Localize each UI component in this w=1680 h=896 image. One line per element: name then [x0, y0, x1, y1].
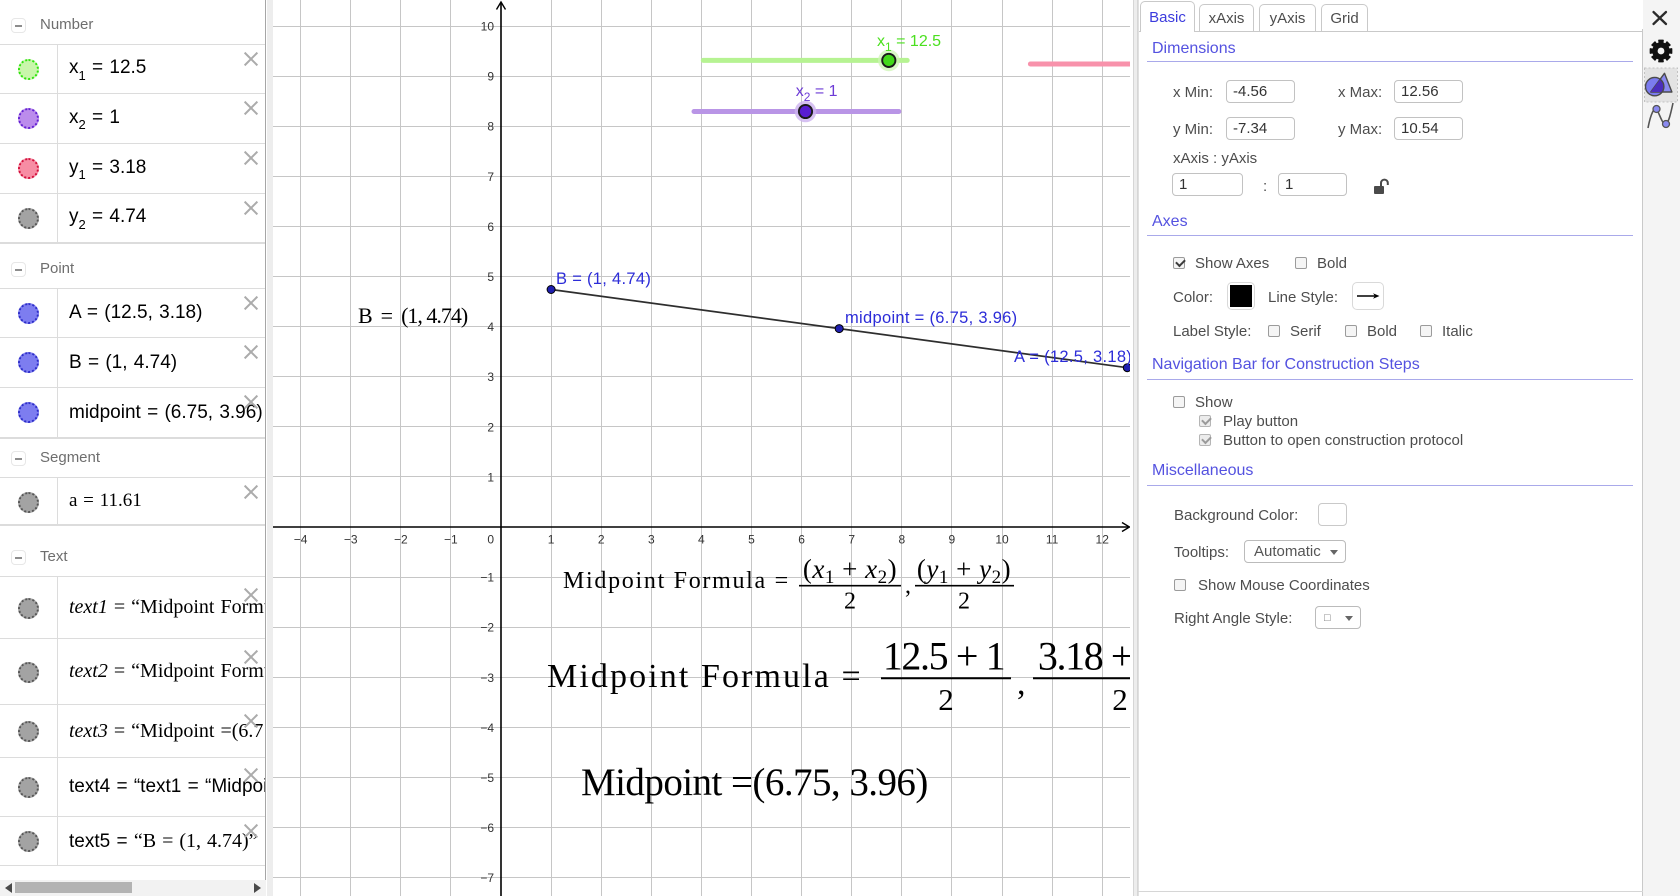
svg-text:B = (1, 4.74): B = (1, 4.74) — [358, 303, 468, 328]
svg-text:midpoint = (6.75, 3.96): midpoint = (6.75, 3.96) — [845, 309, 1017, 327]
svg-text:A = (12.5, 3.18): A = (12.5, 3.18) — [1014, 348, 1130, 366]
svg-text:2: 2 — [598, 533, 605, 547]
svg-text:8: 8 — [487, 120, 494, 134]
svg-text:3: 3 — [648, 533, 655, 547]
svg-text:2: 2 — [1112, 682, 1128, 717]
svg-text:−4: −4 — [294, 533, 308, 547]
svg-text:10: 10 — [481, 20, 495, 34]
svg-text:,: , — [1017, 665, 1026, 702]
svg-text:−1: −1 — [480, 571, 494, 585]
svg-text:4: 4 — [487, 320, 494, 334]
svg-text:2: 2 — [487, 420, 494, 434]
svg-text:5: 5 — [748, 533, 755, 547]
svg-text:−3: −3 — [480, 671, 494, 685]
svg-text:(y1 + y2): (y1 + y2) — [917, 554, 1011, 588]
svg-text:9: 9 — [487, 70, 494, 84]
svg-text:10: 10 — [995, 533, 1009, 547]
svg-text:x1 = 12.5: x1 = 12.5 — [877, 33, 941, 54]
svg-text:0: 0 — [487, 533, 494, 547]
svg-text:12: 12 — [1096, 533, 1110, 547]
svg-text:(x1 + x2): (x1 + x2) — [803, 554, 897, 588]
svg-text:8: 8 — [898, 533, 905, 547]
svg-text:9: 9 — [949, 533, 956, 547]
svg-text:−5: −5 — [480, 771, 494, 785]
svg-text:3: 3 — [487, 370, 494, 384]
svg-text:4: 4 — [698, 533, 705, 547]
svg-text:Midpoint Formula =: Midpoint Formula = — [547, 658, 863, 695]
svg-text:3.18 + 4.74: 3.18 + 4.74 — [1038, 633, 1130, 678]
svg-text:11: 11 — [1046, 533, 1059, 547]
svg-text:−1: −1 — [444, 533, 458, 547]
svg-text:−7: −7 — [480, 871, 494, 885]
svg-text:−2: −2 — [480, 621, 494, 635]
svg-text:−4: −4 — [480, 721, 494, 735]
svg-text:6: 6 — [798, 533, 805, 547]
svg-text:12.5 + 1: 12.5 + 1 — [883, 633, 1004, 678]
svg-text:6: 6 — [487, 220, 494, 234]
svg-text:2: 2 — [938, 682, 954, 717]
svg-text:Midpoint =(6.75, 3.96): Midpoint =(6.75, 3.96) — [581, 761, 928, 804]
svg-text:1: 1 — [487, 470, 494, 484]
svg-text:B = (1, 4.74): B = (1, 4.74) — [556, 270, 651, 288]
svg-text:−6: −6 — [480, 821, 494, 835]
svg-text:−2: −2 — [394, 533, 408, 547]
svg-text:5: 5 — [487, 270, 494, 284]
svg-text:Midpoint Formula =: Midpoint Formula = — [563, 568, 790, 594]
svg-text:7: 7 — [487, 170, 494, 184]
svg-text:1: 1 — [548, 533, 555, 547]
svg-text:7: 7 — [848, 533, 855, 547]
svg-text:2: 2 — [844, 589, 856, 615]
svg-text:2: 2 — [958, 589, 970, 615]
svg-text:−3: −3 — [344, 533, 358, 547]
svg-text:,: , — [905, 573, 911, 599]
